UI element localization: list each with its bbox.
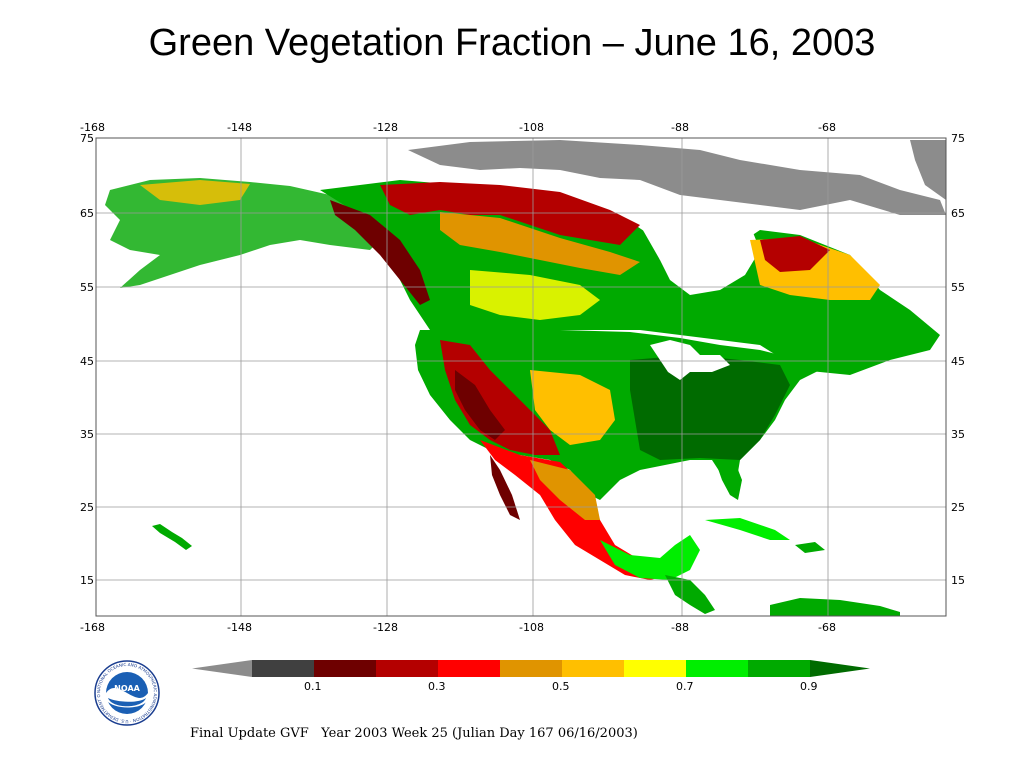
hudson-bay [640, 210, 760, 295]
lon-tick-top: -128 [373, 121, 398, 134]
lon-tick-top: -168 [80, 121, 105, 134]
lon-tick-top: -108 [519, 121, 544, 134]
colorbar-swatch [748, 660, 810, 677]
lat-tick-left: 25 [80, 501, 94, 514]
prairies [470, 270, 600, 320]
colorbar-swatch [314, 660, 376, 677]
great-plains [530, 370, 615, 445]
land-masses [105, 140, 946, 616]
colorbar-label: 0.3 [428, 680, 446, 693]
colorbar-swatch [252, 660, 314, 677]
noaa-wordmark: NOAA [114, 684, 140, 693]
colorbar-swatch [562, 660, 624, 677]
usa-west-dark [455, 370, 505, 440]
canada-north-orange [440, 212, 640, 275]
lat-tick-right: 55 [951, 281, 965, 294]
lon-tick-bottom: -88 [671, 621, 689, 634]
lon-tick-bottom: -108 [519, 621, 544, 634]
hawaii [152, 524, 192, 550]
lat-tick-right: 45 [951, 355, 965, 368]
rockies-canada [330, 200, 430, 305]
lat-tick-right: 15 [951, 574, 965, 587]
lon-tick-top: -148 [227, 121, 252, 134]
cuba [705, 518, 790, 540]
noaa-logo: NATIONAL OCEANIC AND ATMOSPHERIC ADMINIS… [94, 660, 160, 726]
central-america [665, 575, 715, 614]
colorbar-swatch [438, 660, 500, 677]
arctic-islands [408, 140, 946, 215]
lon-tick-bottom: -128 [373, 621, 398, 634]
colorbar-swatch [500, 660, 562, 677]
colorbar-swatch [686, 660, 748, 677]
florida [715, 460, 742, 500]
lat-tick-left: 15 [80, 574, 94, 587]
colorbar-label: 0.5 [552, 680, 570, 693]
colorbar-label: 0.7 [676, 680, 694, 693]
mexico-orange [530, 460, 600, 520]
colorbar-swatch [810, 660, 870, 677]
lon-tick-bottom: -68 [818, 621, 836, 634]
lat-tick-right: 25 [951, 501, 965, 514]
lat-tick-right: 75 [951, 132, 965, 145]
lon-tick-bottom: -148 [227, 621, 252, 634]
lon-tick-top: -68 [818, 121, 836, 134]
alaska-yellow [140, 180, 250, 205]
colorbar-label: 0.1 [304, 680, 322, 693]
lat-tick-right: 35 [951, 428, 965, 441]
footer-caption: Final Update GVF Year 2003 Week 25 (Juli… [190, 726, 638, 741]
colorbar [192, 660, 870, 677]
hispaniola [795, 542, 825, 553]
colorbar-swatch [376, 660, 438, 677]
canada-north-red [380, 182, 640, 245]
south-america-edge [770, 598, 900, 616]
alaska [105, 178, 380, 288]
lat-tick-left: 75 [80, 132, 94, 145]
baja [490, 455, 520, 520]
colorbar-swatch [624, 660, 686, 677]
mexico-south-green [600, 535, 700, 580]
great-lakes [650, 340, 730, 380]
greenland-edge [910, 140, 946, 200]
lat-tick-left: 65 [80, 207, 94, 220]
lat-tick-left: 45 [80, 355, 94, 368]
lat-tick-right: 65 [951, 207, 965, 220]
colorbar-label: 0.9 [800, 680, 818, 693]
graticule [96, 138, 946, 616]
usa-west-dry [440, 340, 560, 455]
slide-title: Green Vegetation Fraction – June 16, 200… [148, 22, 876, 64]
colorbar-swatch [192, 660, 252, 677]
lat-tick-left: 55 [80, 281, 94, 294]
lon-tick-top: -88 [671, 121, 689, 134]
lon-tick-bottom: -168 [80, 621, 105, 634]
lat-tick-left: 35 [80, 428, 94, 441]
quebec-red [760, 236, 830, 272]
